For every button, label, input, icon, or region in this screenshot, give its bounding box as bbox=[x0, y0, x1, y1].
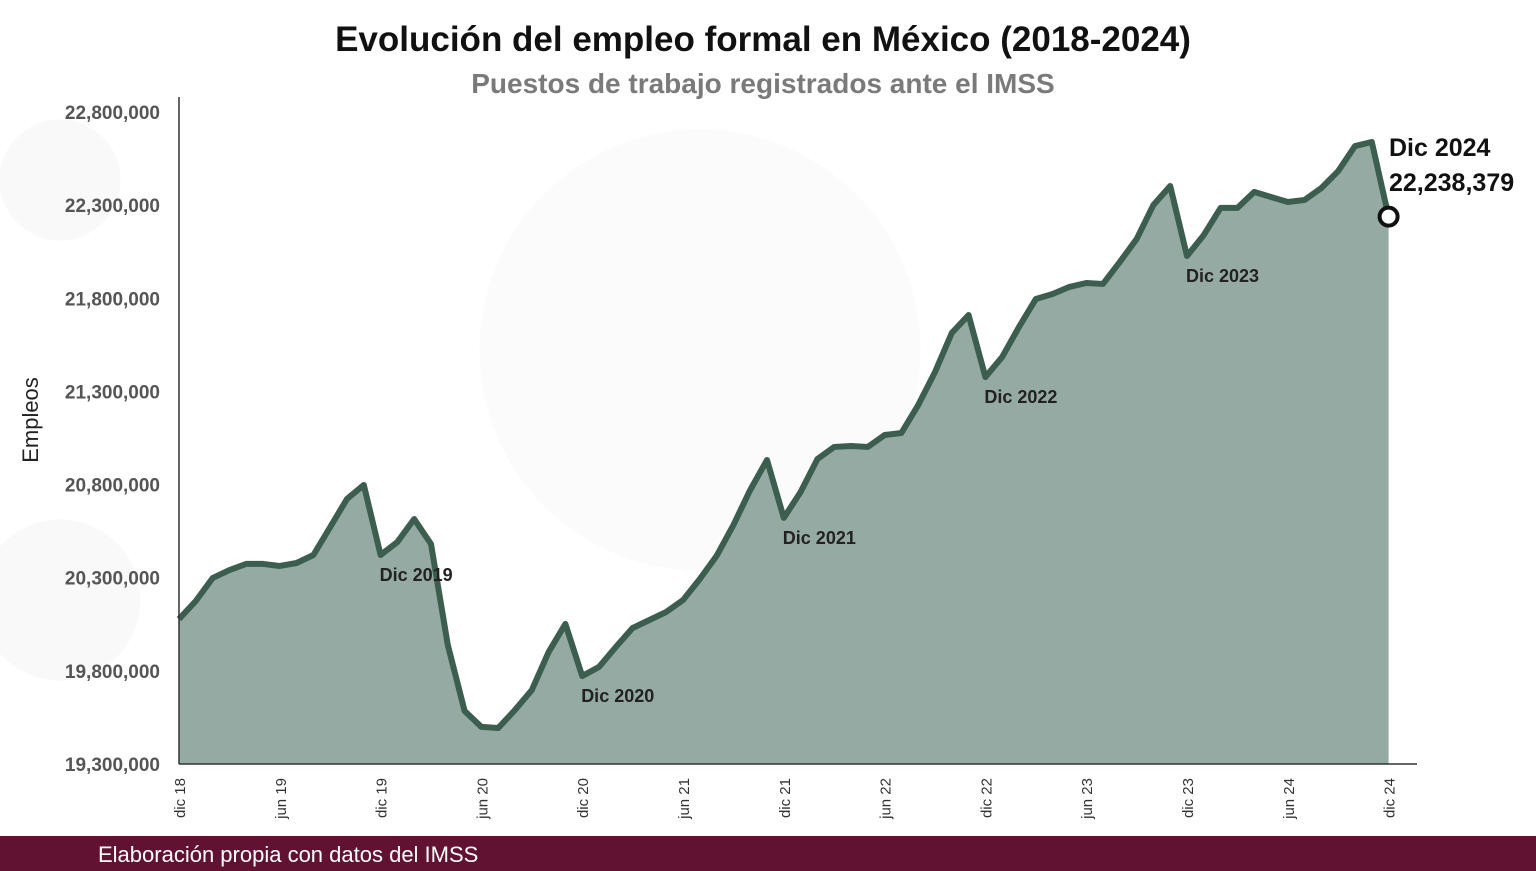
footer-bar: Elaboración propia con datos del IMSS bbox=[0, 836, 1536, 871]
y-tick-label: 21,300,000 bbox=[65, 382, 160, 403]
x-tick-label: jun 21 bbox=[676, 778, 693, 820]
x-tick-label: dic 22 bbox=[978, 778, 995, 818]
series-line bbox=[176, 138, 1392, 732]
dip-annotation: Dic 2022 bbox=[984, 387, 1057, 407]
y-tick-label: 20,300,000 bbox=[65, 569, 160, 590]
dip-annotation: Dic 2021 bbox=[783, 528, 856, 548]
x-tick-label: dic 21 bbox=[777, 778, 794, 818]
y-tick-label: 21,800,000 bbox=[65, 289, 160, 310]
x-tick-label: dic 19 bbox=[374, 778, 391, 818]
source-note: Elaboración propia con datos del IMSS bbox=[98, 842, 479, 867]
chart-subtitle: Puestos de trabajo registrados ante el I… bbox=[471, 68, 1055, 99]
y-tick-label: 22,800,000 bbox=[65, 103, 160, 124]
x-tick-label: jun 20 bbox=[474, 778, 491, 820]
dip-annotation: Dic 2019 bbox=[380, 565, 453, 585]
y-tick-label: 19,300,000 bbox=[65, 755, 160, 776]
final-label-value: 22,238,379 bbox=[1389, 169, 1514, 197]
dip-annotation: Dic 2020 bbox=[581, 686, 654, 706]
y-tick-label: 22,300,000 bbox=[65, 196, 160, 217]
x-tick-label: dic 20 bbox=[575, 778, 592, 818]
x-tick-label: dic 18 bbox=[172, 778, 189, 818]
chart-title: Evolución del empleo formal en México (2… bbox=[335, 20, 1191, 59]
x-tick-label: jun 19 bbox=[273, 778, 290, 820]
x-tick-label: dic 24 bbox=[1382, 778, 1399, 818]
x-tick-label: dic 23 bbox=[1180, 778, 1197, 818]
y-tick-label: 19,800,000 bbox=[65, 662, 160, 683]
y-tick-label: 20,800,000 bbox=[65, 476, 160, 497]
final-point-marker bbox=[1377, 205, 1400, 228]
x-tick-label: jun 23 bbox=[1079, 778, 1096, 820]
dip-annotation: Dic 2023 bbox=[1186, 266, 1259, 286]
y-axis-label: Empleos bbox=[18, 377, 43, 463]
x-tick-label: jun 24 bbox=[1281, 778, 1298, 820]
x-tick-label: jun 22 bbox=[878, 778, 895, 820]
final-label-title: Dic 2024 bbox=[1389, 134, 1491, 162]
area-fill bbox=[179, 141, 1389, 764]
